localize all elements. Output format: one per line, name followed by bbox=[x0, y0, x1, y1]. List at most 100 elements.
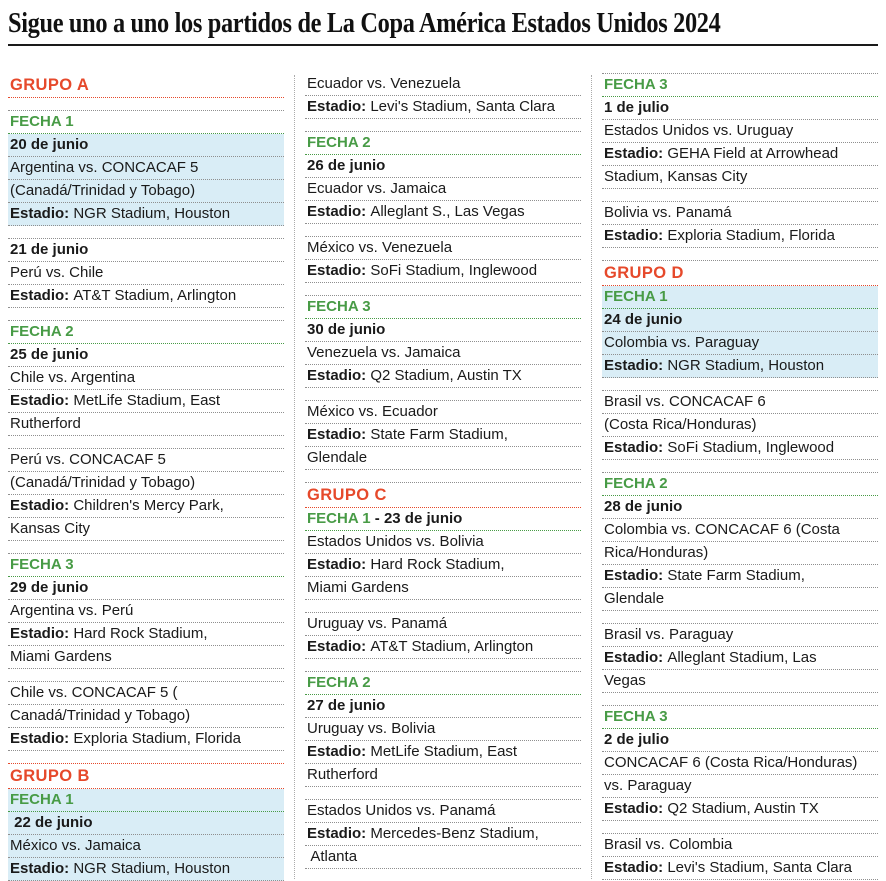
date-line: 25 de junio bbox=[8, 344, 284, 367]
text-segment: 2 de julio bbox=[604, 731, 670, 748]
match-line: México vs. Ecuador bbox=[305, 401, 581, 424]
match-line: Bolivia vs. Panamá bbox=[602, 202, 878, 225]
text-segment: AT&T Stadium, Arlington bbox=[73, 287, 237, 304]
fecha-heading: FECHA 2 bbox=[305, 132, 581, 155]
text-segment: Argentina vs. CONCACAF 5 bbox=[10, 159, 199, 176]
text-segment: México vs. Ecuador bbox=[307, 403, 438, 420]
text-segment: 29 de junio bbox=[10, 579, 89, 596]
match-line: Brasil vs. CONCACAF 6 bbox=[602, 391, 878, 414]
stadium-line: Estadio: Children's Mercy Park, bbox=[8, 495, 284, 518]
continuation-line: Canadá/Trinidad y Tobago) bbox=[8, 705, 284, 728]
fecha-heading: FECHA 1 bbox=[8, 111, 284, 134]
text-segment: GRUPO B bbox=[10, 767, 90, 785]
text-segment: GRUPO C bbox=[307, 486, 387, 504]
schedule-block: FECHA 3 30 de junio Venezuela vs. Jamaica E… bbox=[305, 295, 581, 388]
schedule-block: FECHA 1 - 23 de junio Estados Unidos vs. … bbox=[305, 508, 581, 600]
text-segment: 21 de junio bbox=[10, 241, 89, 258]
stadium-line: Estadio: State Farm Stadium, bbox=[305, 424, 581, 447]
stadium-line: Estadio: Mercedes-Benz Stadium, bbox=[305, 823, 581, 846]
text-segment: FECHA 1 bbox=[10, 791, 74, 808]
match-line: Perú vs. CONCACAF 5 bbox=[8, 449, 284, 472]
text-segment: Q2 Stadium, Austin TX bbox=[667, 800, 819, 817]
text-segment: Colombia vs. Paraguay bbox=[604, 334, 760, 351]
text-segment: Exploria Stadium, Florida bbox=[667, 227, 835, 244]
date-line: 22 de junio bbox=[8, 812, 284, 835]
stadium-line: Estadio: NGR Stadium, Houston bbox=[8, 858, 284, 881]
grupo-heading: GRUPO B bbox=[8, 764, 284, 789]
text-segment: State Farm Stadium, bbox=[370, 426, 508, 443]
continuation-line: Stadium, Kansas City bbox=[602, 166, 878, 189]
stadium-line: Estadio: GEHA Field at Arrowhead bbox=[602, 143, 878, 166]
text-segment: FECHA 3 bbox=[307, 298, 371, 315]
text-segment: Exploria Stadium, Florida bbox=[73, 730, 241, 747]
text-segment: Hard Rock Stadium, bbox=[370, 556, 505, 573]
schedule-block: FECHA 2 25 de junio Chile vs. Argentina Est… bbox=[8, 320, 284, 436]
continuation-line: (Costa Rica/Honduras) bbox=[602, 414, 878, 437]
text-segment: Vegas bbox=[604, 672, 646, 689]
match-line: Chile vs. CONCACAF 5 ( bbox=[8, 682, 284, 705]
text-segment: Estadio: bbox=[604, 439, 668, 456]
match-line: Ecuador vs. Jamaica bbox=[305, 178, 581, 201]
fecha-heading: FECHA 3 bbox=[8, 554, 284, 577]
text-segment: Brasil vs. CONCACAF 6 bbox=[604, 393, 766, 410]
column-3: FECHA 3 1 de julio Estados Unidos vs. Urug… bbox=[591, 73, 878, 881]
continuation-line: Atlanta bbox=[305, 846, 581, 869]
schedule-block: Ecuador vs. Venezuela Estadio: Levi's Sta… bbox=[305, 73, 581, 119]
schedule-block: Bolivia vs. Panamá Estadio: Exploria Stad… bbox=[602, 201, 878, 248]
schedule-block: FECHA 2 28 de junio Colombia vs. CONCACAF … bbox=[602, 472, 878, 611]
schedule-block: GRUPO B bbox=[8, 763, 284, 789]
fecha-heading: FECHA 1 - 23 de junio bbox=[305, 508, 581, 531]
schedule-block: FECHA 1 20 de junio Argentina vs. CONCACAF… bbox=[8, 110, 284, 226]
text-segment: Ecuador vs. Jamaica bbox=[307, 180, 447, 197]
stadium-line: Estadio: Hard Rock Stadium, bbox=[305, 554, 581, 577]
text-segment: - 23 de junio bbox=[374, 510, 463, 527]
text-segment: (Costa Rica/Honduras) bbox=[604, 416, 757, 433]
text-segment: Estadio: bbox=[10, 392, 74, 409]
text-segment: 30 de junio bbox=[307, 321, 386, 338]
date-line: 29 de junio bbox=[8, 577, 284, 600]
text-segment: Estadio: bbox=[604, 227, 668, 244]
text-segment: Estadio: bbox=[604, 357, 668, 374]
column-1: GRUPO A FECHA 1 20 de junio Argentina vs. C… bbox=[8, 73, 284, 881]
match-line: Estados Unidos vs. Panamá bbox=[305, 800, 581, 823]
text-segment: AT&T Stadium, Arlington bbox=[370, 638, 534, 655]
schedule-block: FECHA 3 29 de junio Argentina vs. Perú Esta… bbox=[8, 553, 284, 669]
text-segment: FECHA 2 bbox=[307, 674, 371, 691]
match-line: Estados Unidos vs. Bolivia bbox=[305, 531, 581, 554]
fecha-heading: FECHA 2 bbox=[305, 672, 581, 695]
match-line: Chile vs. Argentina bbox=[8, 367, 284, 390]
continuation-line: Miami Gardens bbox=[8, 646, 284, 669]
text-segment: Estadio: bbox=[604, 859, 668, 876]
text-segment: Estadio: bbox=[307, 98, 371, 115]
stadium-line: Estadio: Levi's Stadium, Santa Clara bbox=[602, 857, 878, 880]
schedule-block: Perú vs. CONCACAF 5 (Canadá/Trinidad y To… bbox=[8, 448, 284, 541]
match-line: México vs. Venezuela bbox=[305, 237, 581, 260]
stadium-line: Estadio: MetLife Stadium, East bbox=[8, 390, 284, 413]
text-segment: 26 de junio bbox=[307, 157, 386, 174]
continuation-line: Miami Gardens bbox=[305, 577, 581, 600]
stadium-line: Estadio: SoFi Stadium, Inglewood bbox=[602, 437, 878, 460]
text-segment: Estadio: bbox=[307, 262, 371, 279]
text-segment: (Canadá/Trinidad y Tobago) bbox=[10, 474, 196, 491]
text-segment: vs. Paraguay bbox=[604, 777, 692, 794]
stadium-line: Estadio: AT&T Stadium, Arlington bbox=[8, 285, 284, 308]
text-segment: SoFi Stadium, Inglewood bbox=[370, 262, 538, 279]
text-segment: 1 de julio bbox=[604, 99, 670, 116]
continuation-line: vs. Paraguay bbox=[602, 775, 878, 798]
match-line: Ecuador vs. Venezuela bbox=[305, 73, 581, 96]
stadium-line: Estadio: Exploria Stadium, Florida bbox=[602, 225, 878, 248]
text-segment: NGR Stadium, Houston bbox=[667, 357, 825, 374]
match-line: Brasil vs. Colombia bbox=[602, 834, 878, 857]
text-segment: Uruguay vs. Bolivia bbox=[307, 720, 436, 737]
text-segment: Alleglant S., Las Vegas bbox=[370, 203, 525, 220]
match-line: Argentina vs. Perú bbox=[8, 600, 284, 623]
text-segment: Q2 Stadium, Austin TX bbox=[370, 367, 522, 384]
fecha-heading: FECHA 2 bbox=[8, 321, 284, 344]
text-segment: Estados Unidos vs. Uruguay bbox=[604, 122, 794, 139]
text-segment: FECHA 2 bbox=[10, 323, 74, 340]
text-segment: Levi's Stadium, Santa Clara bbox=[667, 859, 852, 876]
text-segment: Estadio: bbox=[307, 638, 371, 655]
match-line: CONCACAF 6 (Costa Rica/Honduras) bbox=[602, 752, 878, 775]
date-line: 21 de junio bbox=[8, 239, 284, 262]
text-segment: Estados Unidos vs. Panamá bbox=[307, 802, 496, 819]
